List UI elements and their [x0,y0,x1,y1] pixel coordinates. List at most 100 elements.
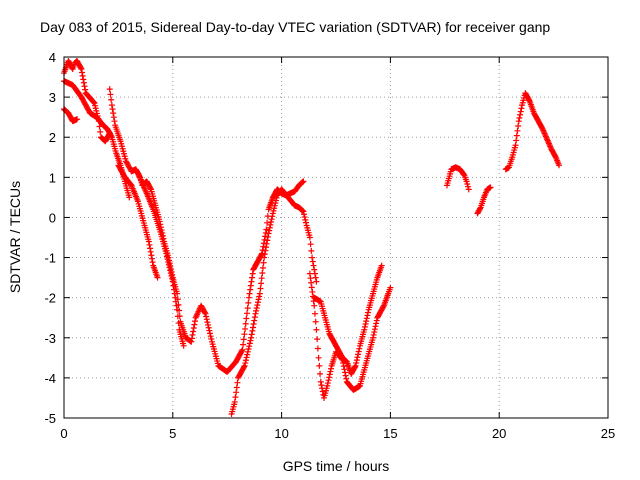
y-tick-label: -2 [44,291,56,306]
data-point [180,342,187,349]
data-point [251,317,258,324]
y-tick-label: 1 [49,170,56,185]
data-point [302,216,309,223]
data-point [363,315,370,322]
data-point [259,264,266,271]
data-point [252,310,259,317]
y-tick-label: 0 [49,210,56,225]
data-point [81,83,88,90]
data-point [169,275,176,282]
data-point [311,302,318,309]
data-point [163,250,170,257]
data-point [315,354,322,361]
data-point [309,254,316,261]
data-point [380,303,387,310]
data-point [164,256,171,263]
data-point [232,394,239,401]
data-point [154,274,161,281]
data-point [165,258,172,265]
axis-ticks: 0 5 10 15 20 25 -5 -4 -3 -2 -1 0 1 2 3 4 [44,50,615,441]
data-point [301,214,308,221]
data-point [231,398,238,405]
data-point [515,118,522,125]
data-point [208,335,215,342]
data-point [148,252,155,259]
data-point [372,323,379,330]
data-point [245,294,252,301]
data-point [355,348,362,355]
data-point [146,241,153,248]
data-point [248,334,255,341]
data-point [90,99,97,106]
data-point [308,279,315,286]
data-point [148,255,155,262]
data-point [243,315,250,322]
data-point [190,325,197,332]
data-point [97,128,104,135]
data-point [463,178,470,185]
data-point [264,219,271,226]
data-point [326,371,333,378]
data-point [316,362,323,369]
data-point [203,313,210,320]
data-point [111,118,118,125]
data-point [79,72,86,79]
data-point [307,275,314,282]
data-point [312,318,319,325]
data-point [165,261,172,268]
data-point [170,282,177,289]
data-point [353,357,360,364]
x-tick-label: 20 [492,426,506,441]
data-point [353,359,360,366]
data-point [258,275,265,282]
data-point [201,309,208,316]
data-point [126,194,133,201]
data-point [302,219,309,226]
data-point [238,348,245,355]
data-point [168,273,175,280]
data-point [260,259,267,266]
data-point [241,331,248,338]
data-point [514,127,521,134]
data-point [106,86,113,93]
data-point [552,153,559,160]
data-point [312,274,319,281]
data-point [253,307,260,314]
data-point [234,379,241,386]
y-tick-label: -5 [44,411,56,426]
data-point [240,364,247,371]
data-point [173,302,180,309]
data-point [324,382,331,389]
data-point [245,346,252,353]
data-point [147,248,154,255]
data-point [326,374,333,381]
data-point [487,184,494,191]
data-point [189,331,196,338]
data-point [202,310,209,317]
data-point [356,345,363,352]
data-point [172,298,179,305]
data-point [110,114,117,121]
data-point [240,336,247,343]
data-point [352,362,359,369]
x-axis-label: GPS time / hours [283,458,390,474]
data-point [513,137,520,144]
data-point [363,318,370,325]
data-point [268,219,275,226]
data-point [465,186,472,193]
data-point [80,76,87,83]
data-point [175,320,182,327]
data-point [169,278,176,285]
data-point [250,321,257,328]
data-point [244,310,251,317]
data-point [253,304,260,311]
data-point [249,270,256,277]
data-point [309,258,316,265]
data-point [108,96,115,103]
data-point [249,327,256,334]
data-point [250,324,257,331]
data-point [242,357,249,364]
data-point [516,114,523,121]
data-point [310,262,317,269]
